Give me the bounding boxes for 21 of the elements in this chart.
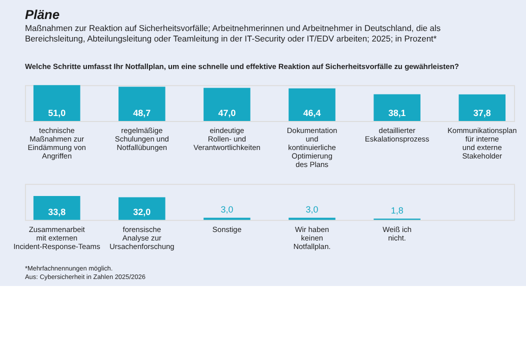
data-label: 48,7 xyxy=(133,108,151,118)
data-label: 47,0 xyxy=(218,108,236,118)
bar xyxy=(458,94,506,122)
chart-title: Pläne xyxy=(24,7,60,22)
chart-subtitle: Maßnahmen zur Reaktion auf Sicherheitsvorfälle; Arbeitnehmerinnen und Arbeitnehmer in Deutschland, die als Bereichsleitung, Abteilungsleitung oder Teamleitung in der IT-Security oder IT/EDV arbeiten; 2025; in Prozent* xyxy=(24,23,441,44)
data-label: 3,0 xyxy=(220,204,234,215)
bar xyxy=(204,88,250,122)
data-label: 46,4 xyxy=(303,108,321,118)
data-label: 3,0 xyxy=(306,204,318,215)
data-label: 37,8 xyxy=(473,108,491,118)
data-label: 33,8 xyxy=(48,206,66,217)
bar xyxy=(33,85,80,122)
data-label: 38,1 xyxy=(388,108,406,118)
bar xyxy=(118,86,166,122)
bar xyxy=(33,196,80,220)
bar xyxy=(288,88,336,122)
bar xyxy=(374,94,420,122)
data-label: 51,0 xyxy=(48,108,66,118)
bar xyxy=(118,197,166,220)
data-label: 32,0 xyxy=(133,206,151,217)
data-label: 1,8 xyxy=(390,206,404,216)
